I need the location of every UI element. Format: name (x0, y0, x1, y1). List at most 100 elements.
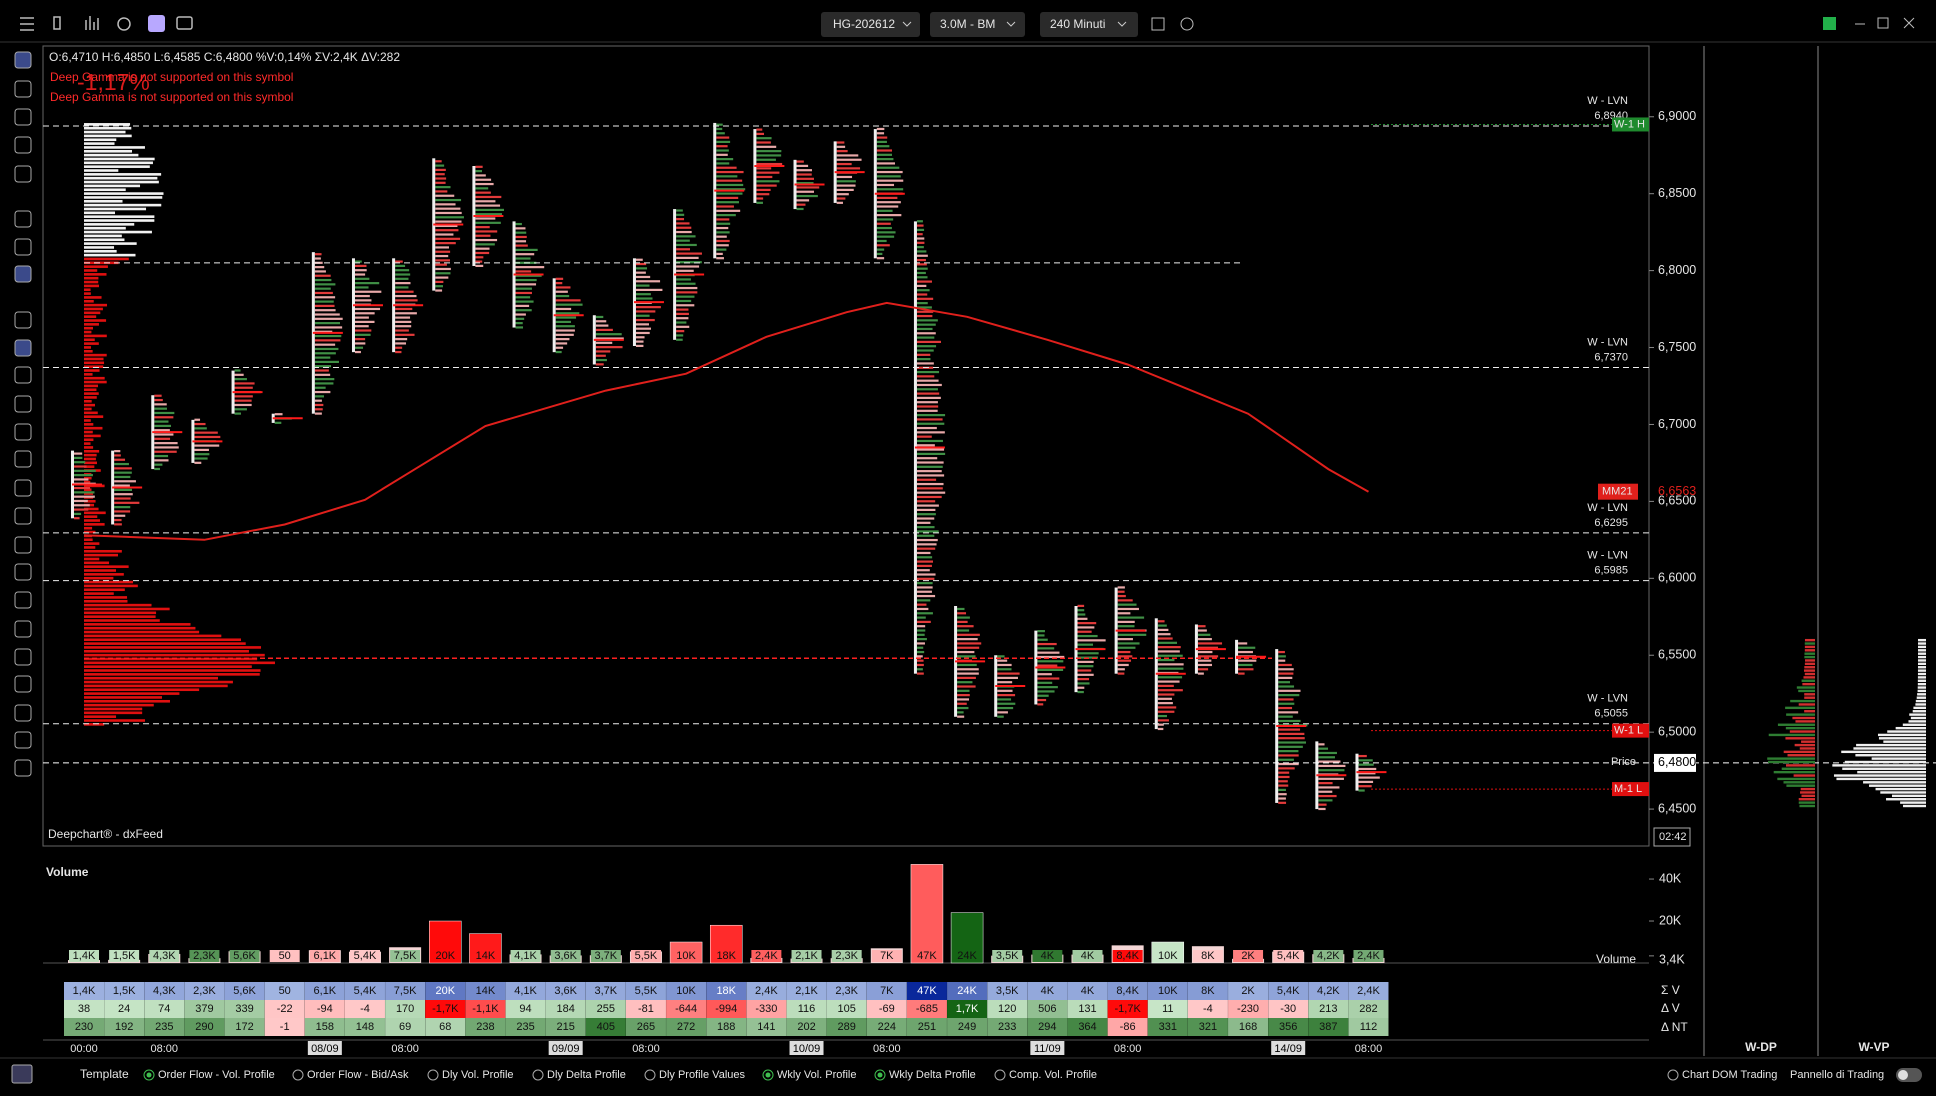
tool-icon[interactable] (14, 536, 32, 554)
menu-icon[interactable] (20, 17, 34, 31)
ma-name: MM21 (1602, 486, 1633, 498)
profile-row (314, 322, 341, 325)
tool-icon[interactable] (14, 165, 32, 183)
vp-row (1917, 645, 1926, 649)
tool-icon[interactable] (14, 136, 32, 154)
tab-label[interactable]: Dly Profile Values (659, 1069, 745, 1081)
composite-profile-row (84, 365, 104, 368)
tool-icon[interactable] (14, 339, 32, 357)
tool-icon[interactable] (14, 704, 32, 722)
tool-icon[interactable] (14, 591, 32, 609)
tool-icon[interactable] (14, 108, 32, 126)
profile-row (114, 493, 133, 496)
dp-row (1796, 686, 1815, 689)
tool-icon[interactable] (14, 450, 32, 468)
profile-row (435, 160, 442, 163)
sigma-v-cell (304, 982, 345, 1000)
tab-label[interactable]: Order Flow - Bid/Ask (307, 1069, 409, 1081)
profile-row (354, 316, 369, 319)
chart-type-dropdown[interactable] (930, 12, 1025, 37)
tool-icon[interactable] (14, 366, 32, 384)
settings-icon[interactable] (117, 17, 131, 31)
profile-row (515, 309, 532, 312)
calendar-icon[interactable] (1151, 17, 1165, 31)
tool-icon[interactable] (14, 238, 32, 256)
add-icon[interactable] (1180, 17, 1194, 31)
composite-profile-row (84, 261, 119, 265)
radio[interactable] (644, 1069, 656, 1081)
profile-row (1278, 793, 1287, 796)
profile-row (716, 140, 731, 143)
tool-icon[interactable] (14, 648, 32, 666)
profile-row (595, 328, 613, 331)
tool-icon[interactable] (14, 80, 32, 98)
tool-icon[interactable] (14, 265, 32, 283)
profile-row (354, 294, 370, 298)
profile-row (114, 480, 136, 483)
bars-icon[interactable] (85, 16, 99, 30)
tool-icon[interactable] (14, 311, 32, 329)
profile-row (1278, 788, 1286, 791)
radio[interactable] (874, 1069, 886, 1081)
dollar-icon[interactable] (148, 15, 165, 32)
tool-icon[interactable] (14, 51, 32, 69)
radio[interactable] (427, 1069, 439, 1081)
tool-icon[interactable] (14, 395, 32, 413)
profile-row (515, 313, 526, 316)
template-icon[interactable] (11, 1064, 33, 1084)
chart-dom-trading[interactable]: Chart DOM Trading (1682, 1069, 1777, 1081)
tool-icon[interactable] (14, 675, 32, 693)
sigma-v-cell (264, 982, 305, 1000)
tool-icon[interactable] (14, 479, 32, 497)
tab-label[interactable]: Wkly Vol. Profile (777, 1069, 856, 1081)
tool-icon[interactable] (14, 620, 32, 638)
tab-label[interactable]: Wkly Delta Profile (889, 1069, 976, 1081)
delta-v: -81 (638, 1003, 654, 1015)
tool-icon[interactable] (14, 563, 32, 581)
profile-row (997, 689, 1013, 692)
composite-profile-row (84, 349, 93, 353)
profile-row (916, 603, 927, 606)
close-button[interactable] (1903, 17, 1915, 29)
tool-icon[interactable] (14, 210, 32, 228)
radio[interactable] (532, 1069, 544, 1081)
vp-row (1844, 760, 1926, 764)
profile-row (916, 556, 933, 559)
template-button[interactable]: Template (80, 1067, 129, 1081)
timeframe-dropdown[interactable] (1040, 12, 1138, 37)
radio[interactable] (292, 1069, 304, 1081)
composite-profile-row (84, 146, 145, 149)
profile-row (274, 413, 283, 416)
tool-icon[interactable] (14, 759, 32, 777)
radio[interactable] (762, 1069, 774, 1081)
restore-button[interactable] (1877, 17, 1889, 29)
profile-row (1318, 794, 1337, 798)
profile-row (74, 495, 95, 498)
tab-label[interactable]: Dly Delta Profile (547, 1069, 626, 1081)
radio[interactable] (143, 1069, 155, 1081)
profile-row (515, 257, 531, 260)
tool-icon[interactable] (14, 507, 32, 525)
symbol-dropdown[interactable] (821, 12, 920, 37)
tab-label[interactable]: Comp. Vol. Profile (1009, 1069, 1097, 1081)
tool-icon[interactable] (14, 423, 32, 441)
delta-v: -1,7K (1114, 1003, 1141, 1015)
trading-panel[interactable]: Pannello di Trading (1790, 1069, 1884, 1081)
tab-label[interactable]: Dly Vol. Profile (442, 1069, 514, 1081)
vp-row (1902, 723, 1926, 726)
composite-profile-row (84, 430, 93, 434)
profile-row (154, 442, 178, 445)
profile-row (74, 517, 80, 520)
camera-icon[interactable] (176, 16, 193, 30)
tool-icon[interactable] (14, 731, 32, 749)
candles-icon[interactable] (53, 16, 61, 30)
tab-label[interactable]: Order Flow - Vol. Profile (158, 1069, 275, 1081)
profile-row (595, 320, 607, 323)
radio[interactable] (1667, 1069, 1679, 1081)
profile-row (1157, 723, 1164, 726)
profile-row (435, 164, 445, 167)
radio[interactable] (994, 1069, 1006, 1081)
profile-row (1037, 690, 1055, 693)
composite-profile-row (84, 649, 249, 653)
profile-row (74, 461, 86, 464)
